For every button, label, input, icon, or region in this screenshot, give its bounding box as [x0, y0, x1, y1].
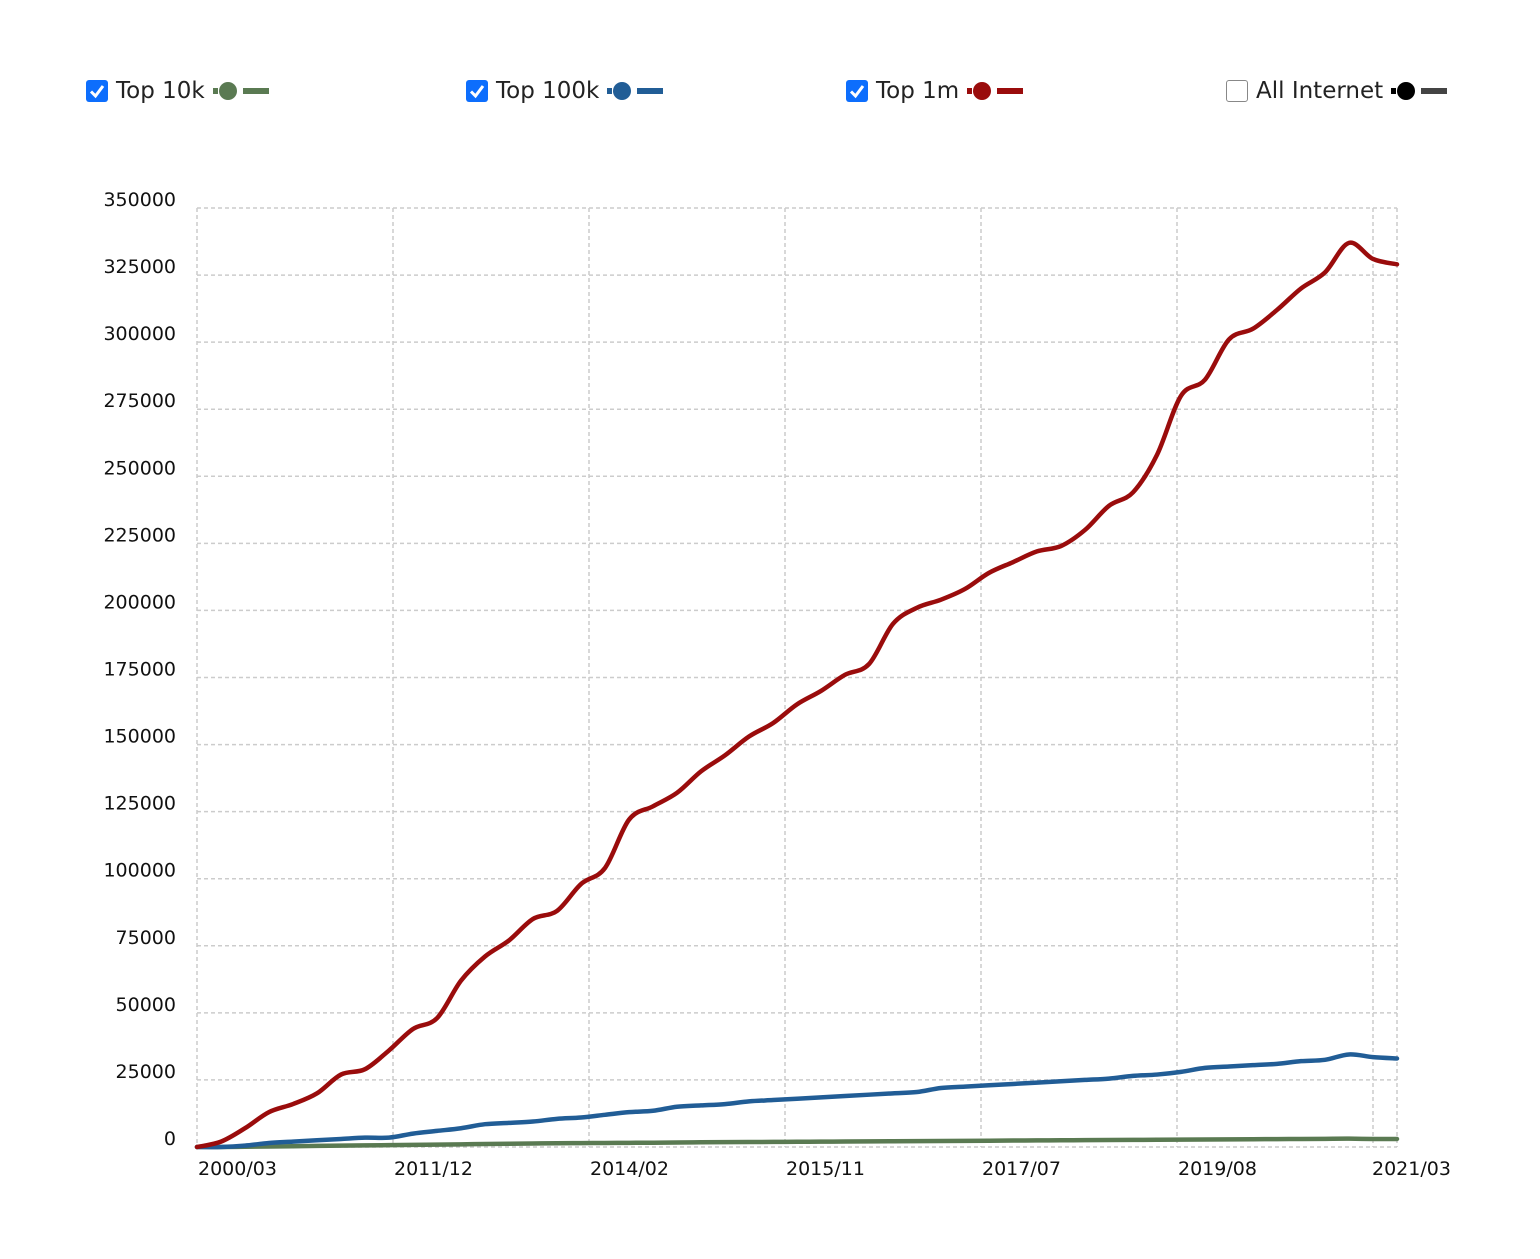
legend-item-top-1m[interactable]: Top 1m	[846, 78, 1029, 104]
y-tick-label: 250000	[103, 457, 176, 479]
legend-checkbox-top-10k[interactable]	[86, 80, 108, 102]
y-tick-label: 150000	[103, 726, 176, 748]
check-icon	[469, 85, 485, 99]
x-tick-label: 2019/08	[1178, 1158, 1257, 1180]
check-icon	[849, 85, 865, 99]
y-tick-label: 0	[164, 1128, 176, 1150]
y-tick-label: 25000	[116, 1061, 176, 1083]
y-tick-label: 50000	[116, 994, 176, 1016]
legend-checkbox-top-100k[interactable]	[466, 80, 488, 102]
y-tick-label: 125000	[103, 793, 176, 815]
x-tick-label: 2015/11	[786, 1158, 865, 1180]
x-tick-label: 2014/02	[590, 1158, 669, 1180]
legend-checkbox-top-1m[interactable]	[846, 80, 868, 102]
y-tick-label: 350000	[103, 189, 176, 211]
legend-item-top-10k[interactable]: Top 10k	[86, 78, 275, 104]
x-tick-label: 2000/03	[198, 1158, 277, 1180]
y-tick-label: 75000	[116, 927, 176, 949]
y-tick-label: 225000	[103, 524, 176, 546]
check-icon	[89, 85, 105, 99]
series-line-top-100k	[194, 1052, 1400, 1150]
legend-label: All Internet	[1256, 78, 1384, 104]
legend-item-all-internet[interactable]: All Internet	[1226, 78, 1453, 104]
legend-line-marker-icon	[967, 82, 1024, 100]
y-tick-label: 175000	[103, 659, 176, 681]
legend-label: Top 1m	[876, 78, 960, 104]
series-line-top-1m	[194, 240, 1400, 1150]
legend-label: Top 10k	[116, 78, 205, 104]
legend-line-marker-icon	[212, 82, 269, 100]
y-tick-label: 300000	[103, 323, 176, 345]
legend-line-marker-icon	[1391, 82, 1448, 100]
y-tick-label: 200000	[103, 591, 176, 613]
y-tick-label: 325000	[103, 256, 176, 278]
x-tick-label: 2021/03	[1372, 1158, 1451, 1180]
legend-line-marker-icon	[607, 82, 664, 100]
series-line-top-10k	[194, 1136, 1400, 1150]
grid	[196, 207, 1398, 1148]
x-tick-label: 2017/07	[982, 1158, 1061, 1180]
y-tick-label: 100000	[103, 860, 176, 882]
legend-item-top-100k[interactable]: Top 100k	[466, 78, 669, 104]
legend-label: Top 100k	[496, 78, 600, 104]
y-tick-label: 275000	[103, 390, 176, 412]
x-tick-label: 2011/12	[394, 1158, 473, 1180]
legend-checkbox-all-internet[interactable]	[1226, 80, 1248, 102]
